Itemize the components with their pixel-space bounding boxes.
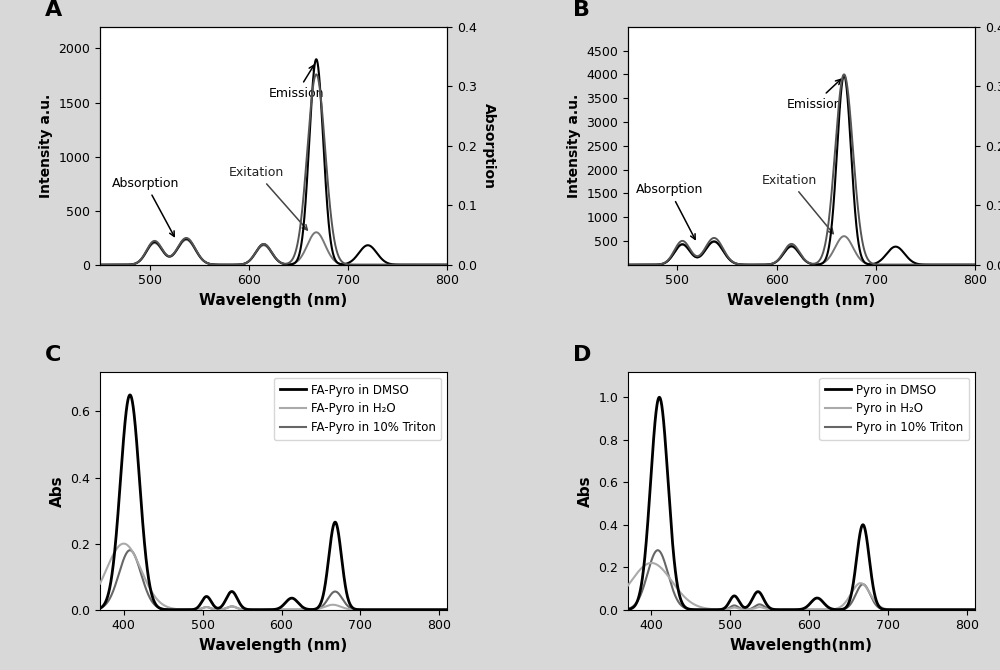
Text: Absorption: Absorption <box>636 184 703 239</box>
Text: A: A <box>45 0 62 20</box>
Y-axis label: Intensity a.u.: Intensity a.u. <box>567 94 581 198</box>
Y-axis label: Intensity a.u.: Intensity a.u. <box>39 94 53 198</box>
Text: Emission: Emission <box>787 79 842 111</box>
X-axis label: Wavelength (nm): Wavelength (nm) <box>727 293 876 308</box>
X-axis label: Wavelength (nm): Wavelength (nm) <box>199 638 348 653</box>
Text: Emission: Emission <box>269 65 324 100</box>
Text: C: C <box>45 345 61 365</box>
Legend: FA-Pyro in DMSO, FA-Pyro in H₂O, FA-Pyro in 10% Triton: FA-Pyro in DMSO, FA-Pyro in H₂O, FA-Pyro… <box>274 378 441 440</box>
Legend: Pyro in DMSO, Pyro in H₂O, Pyro in 10% Triton: Pyro in DMSO, Pyro in H₂O, Pyro in 10% T… <box>819 378 969 440</box>
Y-axis label: Absorption: Absorption <box>482 103 496 189</box>
Text: D: D <box>573 345 591 365</box>
X-axis label: Wavelength(nm): Wavelength(nm) <box>730 638 873 653</box>
Text: Exitation: Exitation <box>229 166 307 230</box>
Text: B: B <box>573 0 590 20</box>
Text: Absorption: Absorption <box>112 177 179 237</box>
Y-axis label: Abs: Abs <box>578 475 592 507</box>
Y-axis label: Abs: Abs <box>50 475 65 507</box>
Text: Exitation: Exitation <box>762 174 833 234</box>
X-axis label: Wavelength (nm): Wavelength (nm) <box>199 293 348 308</box>
